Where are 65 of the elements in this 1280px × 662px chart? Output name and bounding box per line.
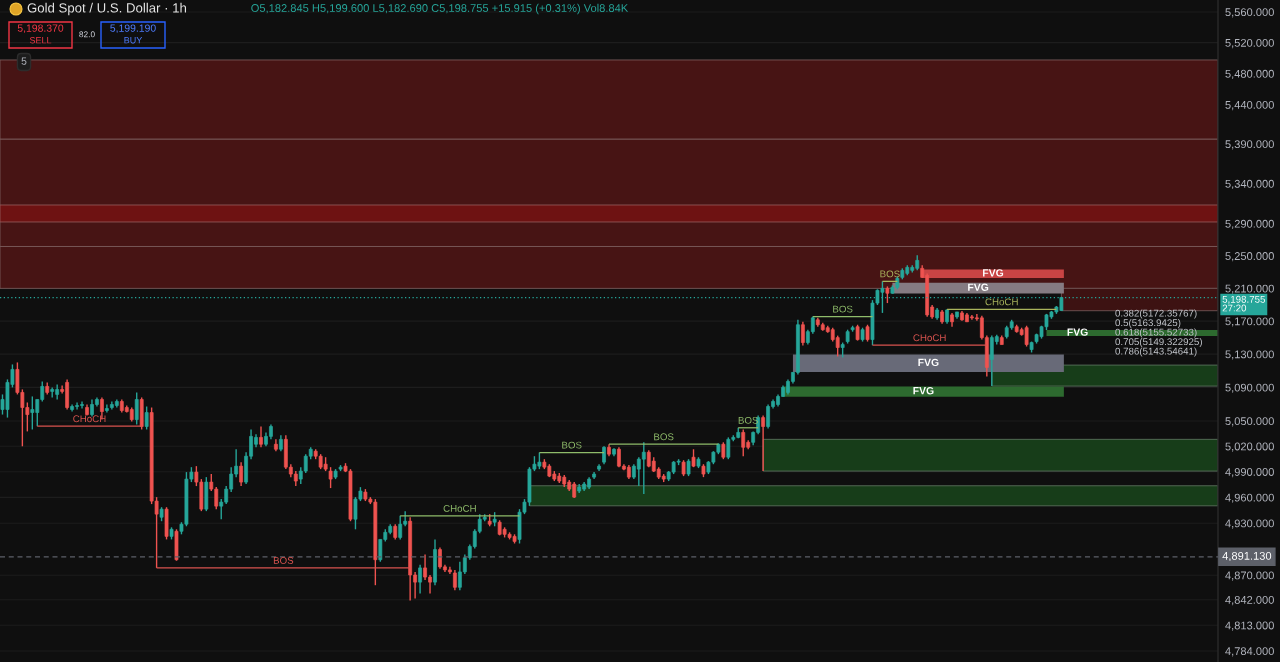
- ref-line-label: BOS: [833, 305, 853, 313]
- ref-line-label: BOS: [562, 441, 582, 449]
- annotation: 0.786(5143.54641): [1115, 347, 1197, 357]
- band-label: FVG: [968, 283, 989, 291]
- ref-line-label: CHoCH: [73, 415, 106, 423]
- y-tick-label: 5,340.000: [1225, 179, 1274, 190]
- y-tick-label: 5,170.000: [1225, 317, 1274, 327]
- y-tick-label: 4,960.000: [1225, 493, 1274, 503]
- band-label: FVG: [983, 269, 1004, 277]
- ref-line-label: CHoCH: [985, 298, 1018, 306]
- chart-title: Gold Spot / U.S. Dollar · 1h: [27, 2, 187, 16]
- annotation: SELL: [29, 37, 52, 44]
- y-tick-label: 5,390.000: [1225, 140, 1274, 150]
- annotation: 0.5(5163.9425): [1115, 318, 1181, 329]
- y-tick-label: 5,090.000: [1225, 383, 1274, 393]
- ref-line-label: BOS: [654, 433, 674, 441]
- annotation: 5,199.190: [110, 24, 156, 34]
- y-tick-label: 5,520.000: [1225, 38, 1274, 49]
- annotation: 5,198.370: [17, 24, 64, 34]
- y-tick-label: 5,440.000: [1225, 101, 1274, 111]
- y-tick-label: 5,250.000: [1225, 252, 1274, 262]
- y-tick-label: 4,870.000: [1225, 571, 1274, 581]
- candlestick: [398, 515, 403, 541]
- ref-line-label: 4,891.130: [1222, 551, 1272, 562]
- annotation: 82.0: [79, 31, 95, 38]
- candlestick: [239, 461, 244, 487]
- y-tick-label: 5,130.000: [1225, 350, 1274, 360]
- candlestick: [800, 321, 805, 347]
- candlestick: [328, 466, 333, 489]
- y-tick-label: 4,784.000: [1225, 647, 1274, 657]
- chart-subtitle: O5,182.845 H5,199.600 L5,182.690 C5,198.755 +15.915 (+0.31%) Vol8.84K: [251, 3, 629, 15]
- y-tick-label: 5,290.000: [1225, 219, 1274, 230]
- annotation: 0.618(5155.52733): [1115, 328, 1197, 338]
- band-label: FVG: [1067, 328, 1088, 336]
- y-tick-label: 5,020.000: [1225, 442, 1274, 452]
- y-tick-label: 4,842.000: [1225, 596, 1274, 606]
- y-tick-label: 4,990.000: [1225, 468, 1274, 478]
- candlestick: [741, 428, 746, 457]
- ref-line-label: BOS: [273, 557, 294, 564]
- candlestick: [144, 405, 149, 431]
- ref-line-label: CHoCH: [913, 334, 946, 342]
- ref-line-label: BOS: [880, 270, 900, 278]
- ref-line-label: CHoCH: [443, 504, 476, 512]
- candlestick: [134, 391, 139, 426]
- candlestick: [726, 436, 731, 460]
- candlestick: [761, 414, 766, 472]
- y-tick-label: 5,480.000: [1225, 69, 1274, 80]
- candlestick: [104, 403, 109, 414]
- candlestick: [641, 441, 646, 495]
- annotation: 0.705(5149.322925): [1115, 337, 1202, 348]
- candlestick: [418, 564, 422, 595]
- y-tick-label: 4,930.000: [1225, 519, 1274, 529]
- y-tick-label: 5,050.000: [1225, 417, 1274, 427]
- y-tick-label: 5,560.000: [1225, 8, 1274, 18]
- band-label: FVG: [913, 387, 934, 395]
- ref-line-label: 5,198.755 27:20: [1222, 295, 1266, 312]
- annotation: 0.382(5172.35767): [1115, 309, 1197, 319]
- candlestick: [452, 569, 457, 592]
- candlestick: [259, 425, 263, 448]
- y-tick-label: 5,210.000: [1225, 284, 1274, 294]
- band-label: FVG: [918, 358, 939, 367]
- y-tick-label: 4,813.000: [1225, 621, 1274, 631]
- annotation: BUY: [124, 37, 143, 44]
- annotation: 5: [21, 57, 27, 65]
- candlestick: [30, 395, 35, 431]
